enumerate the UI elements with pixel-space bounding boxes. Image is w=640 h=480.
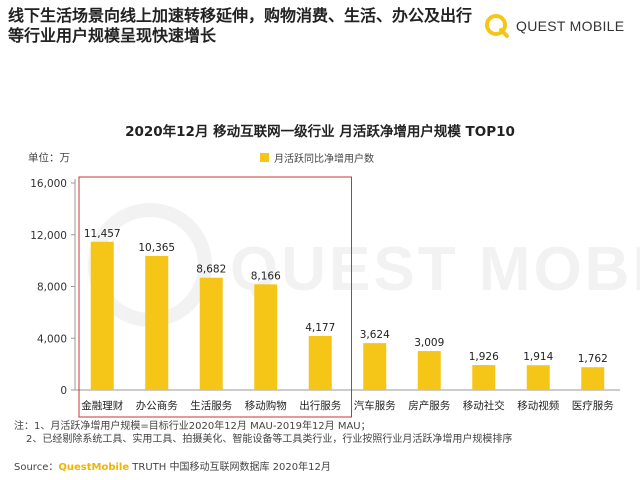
bar [363, 343, 387, 390]
category-label: 移动视频 [517, 399, 559, 412]
category-label: 汽车服务 [354, 399, 396, 412]
y-tick-label: 16,000 [30, 178, 67, 190]
bar [145, 255, 169, 390]
data-label: 1,914 [523, 351, 553, 363]
y-tick-label: 12,000 [30, 230, 67, 242]
y-tick-label: 0 [60, 385, 67, 397]
category-label: 金融理财 [81, 399, 123, 412]
y-tick-label: 4,000 [37, 333, 67, 345]
source-line: Source：QuestMobile TRUTH 中国移动互联网数据库 2020… [14, 458, 331, 473]
bar [90, 241, 114, 390]
logo-text: QUEST MOBILE [516, 18, 625, 34]
data-label: 10,365 [138, 242, 175, 254]
source-brand: QuestMobile [58, 462, 130, 473]
bar [308, 335, 332, 390]
chart-notes: 注：1、月活跃净增用户规模=目标行业2020年12月 MAU-2019年12月 … [14, 420, 512, 446]
source-prefix: Source： [14, 462, 59, 473]
chart-legend: 月活跃同比净增用户数 [260, 150, 374, 165]
legend-swatch [260, 153, 269, 162]
brand-logo: QUEST MOBILE [484, 12, 624, 40]
bar [472, 365, 496, 390]
note-line-1: 注：1、月活跃净增用户规模=目标行业2020年12月 MAU-2019年12月 … [14, 421, 371, 432]
category-label: 生活服务 [190, 399, 232, 412]
data-label: 11,457 [84, 228, 121, 240]
category-label: 移动社交 [463, 399, 505, 412]
bar [581, 367, 605, 390]
category-label: 移动购物 [245, 399, 287, 412]
source-suffix: TRUTH 中国移动互联网数据库 2020年12月 [129, 462, 331, 473]
unit-label: 单位：万 [28, 152, 70, 164]
category-label: 房产服务 [408, 399, 450, 412]
data-label: 8,682 [196, 264, 226, 276]
questmobile-logo-icon [485, 14, 509, 38]
data-label: 3,624 [360, 329, 390, 341]
data-label: 1,926 [469, 351, 499, 363]
category-label: 出行服务 [299, 399, 341, 412]
bar [417, 351, 441, 390]
bar [199, 277, 223, 390]
y-tick-label: 8,000 [37, 282, 67, 294]
chart-title: 2020年12月 移动互联网一级行业 月活跃净增用户规模 TOP10 [125, 124, 515, 140]
category-label: 医疗服务 [572, 399, 614, 412]
bar [526, 365, 550, 390]
data-label: 1,762 [578, 353, 608, 365]
legend-label: 月活跃同比净增用户数 [274, 154, 374, 165]
page-headline: 线下生活场景向线上加速转移延伸，购物消费、生活、办公及出行等行业用户规模呈现快速… [8, 6, 473, 45]
data-label: 3,009 [414, 337, 444, 349]
category-label: 办公商务 [136, 399, 178, 412]
note-line-2: 2、已经剔除系统工具、实用工具、拍摄美化、智能设备等工具类行业，行业按照行业月活… [26, 434, 513, 445]
highlight-box [78, 176, 352, 418]
data-label: 4,177 [305, 322, 335, 334]
bar [254, 284, 278, 390]
data-label: 8,166 [251, 270, 281, 282]
